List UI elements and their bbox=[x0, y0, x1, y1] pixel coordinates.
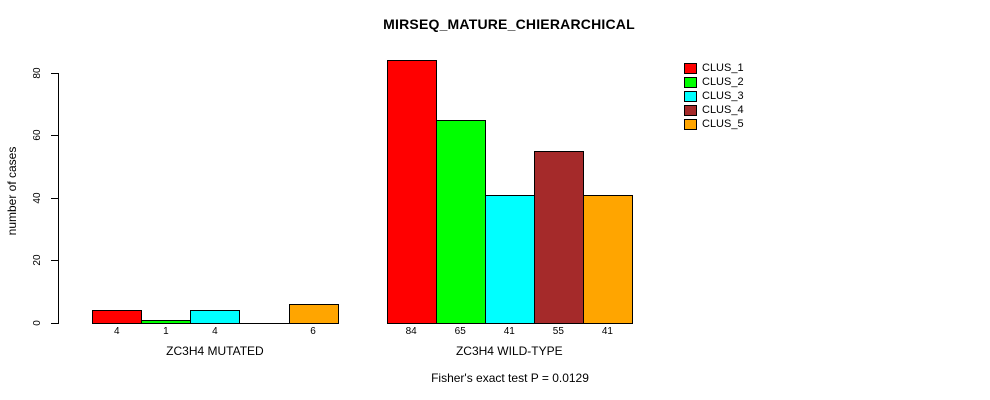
x-axis-group-label: ZC3H4 WILD-TYPE bbox=[455, 344, 563, 358]
legend-label: CLUS_2 bbox=[702, 76, 744, 88]
legend-label: CLUS_4 bbox=[702, 104, 744, 116]
y-axis-tick bbox=[50, 260, 58, 262]
bar-value-label: 65 bbox=[454, 326, 466, 338]
y-axis-tick-label: 80 bbox=[32, 67, 43, 79]
y-axis-tick bbox=[50, 322, 58, 324]
y-axis-tick bbox=[50, 72, 58, 74]
legend-item-clus_1: CLUS_1 bbox=[684, 63, 744, 74]
y-axis-line bbox=[58, 72, 59, 324]
bar-value-label: 4 bbox=[114, 326, 120, 338]
bar-clus_2-wild-type bbox=[435, 119, 486, 324]
y-axis-tick-label: 60 bbox=[32, 129, 43, 141]
chart-title: MIRSEQ_MATURE_CHIERARCHICAL bbox=[383, 16, 635, 32]
legend-item-clus_5: CLUS_5 bbox=[684, 119, 744, 130]
bar-clus_4-wild-type bbox=[533, 150, 584, 324]
legend-swatch-icon bbox=[684, 105, 697, 116]
bar-clus_5-wild-type bbox=[582, 194, 633, 324]
bar-clus_3-mutated bbox=[190, 310, 241, 324]
y-axis-tick-label: 20 bbox=[32, 254, 43, 266]
bar-clus_5-mutated bbox=[288, 303, 339, 324]
legend-label: CLUS_3 bbox=[702, 90, 744, 102]
bar-value-label: 1 bbox=[163, 326, 169, 338]
x-axis-group-label: ZC3H4 MUTATED bbox=[166, 344, 264, 358]
annotation-text: Fisher's exact test P = 0.0129 bbox=[431, 371, 589, 385]
legend-item-clus_2: CLUS_2 bbox=[684, 77, 744, 88]
bar-clus_2-mutated bbox=[141, 319, 192, 324]
bar-value-label: 4 bbox=[212, 326, 218, 338]
bar-value-label: 41 bbox=[601, 326, 613, 338]
bar-value-label: 55 bbox=[552, 326, 564, 338]
y-axis-tick bbox=[50, 197, 58, 199]
bar-clus_3-wild-type bbox=[484, 194, 535, 324]
legend-label: CLUS_5 bbox=[702, 118, 744, 130]
y-axis-tick-label: 0 bbox=[32, 319, 43, 326]
bar-value-label: 41 bbox=[503, 326, 515, 338]
bar-value-label: 6 bbox=[310, 326, 316, 338]
bar-clus_1-mutated bbox=[92, 310, 143, 324]
legend-swatch-icon bbox=[684, 77, 697, 88]
legend-swatch-icon bbox=[684, 63, 697, 74]
y-axis-tick bbox=[50, 135, 58, 137]
legend-swatch-icon bbox=[684, 91, 697, 102]
legend: CLUS_1 CLUS_2 CLUS_3 CLUS_4 CLUS_5 bbox=[684, 63, 744, 133]
legend-item-clus_4: CLUS_4 bbox=[684, 105, 744, 116]
bar-value-label: 84 bbox=[405, 326, 417, 338]
legend-item-clus_3: CLUS_3 bbox=[684, 91, 744, 102]
y-axis-tick-label: 40 bbox=[32, 192, 43, 204]
legend-swatch-icon bbox=[684, 119, 697, 130]
legend-label: CLUS_1 bbox=[702, 62, 744, 74]
bar-clus_1-wild-type bbox=[386, 60, 437, 324]
